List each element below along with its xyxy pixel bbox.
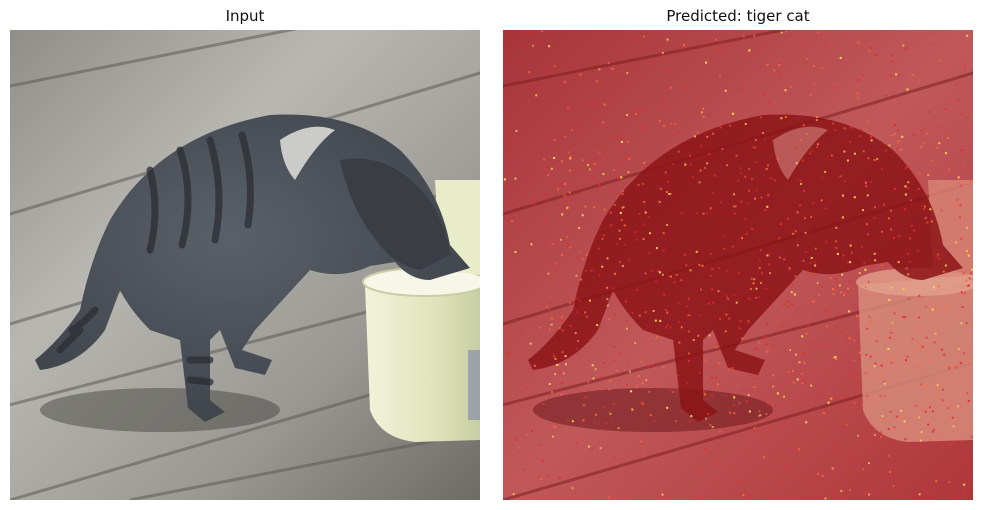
saliency-overlay-image	[503, 30, 973, 500]
overlay-svg	[503, 30, 973, 500]
input-photo-svg	[10, 30, 480, 500]
input-panel-title: Input	[10, 6, 480, 26]
input-image	[10, 30, 480, 500]
cat-shadow	[40, 388, 280, 432]
prediction-panel-title: Predicted: tiger cat	[503, 6, 973, 26]
overlay-shadow	[533, 388, 773, 432]
